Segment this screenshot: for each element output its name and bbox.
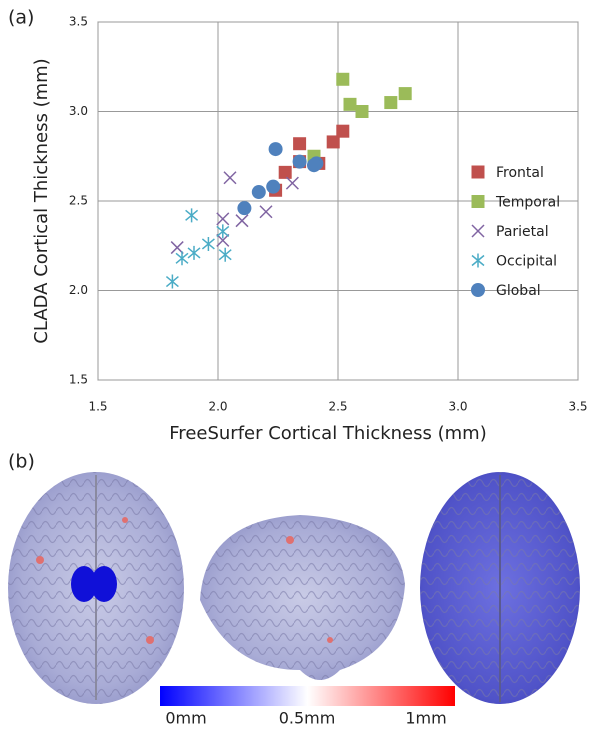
red-spot xyxy=(122,517,128,523)
legend-marker xyxy=(471,224,485,238)
legend-marker xyxy=(471,283,485,297)
y-tick-label: 1.5 xyxy=(69,373,88,387)
colorbar xyxy=(160,686,455,706)
point xyxy=(268,142,283,157)
point xyxy=(175,251,189,266)
legend-label: Global xyxy=(496,283,541,299)
y-tick-label: 2.0 xyxy=(69,283,88,297)
point xyxy=(165,274,179,289)
point xyxy=(336,72,350,86)
legend-marker xyxy=(471,195,485,208)
point xyxy=(170,241,184,255)
point xyxy=(292,154,307,169)
colorbar-label: 1mm xyxy=(405,709,446,728)
brain-views xyxy=(8,472,580,704)
blue-region xyxy=(91,566,117,602)
point xyxy=(187,245,201,260)
panel-label: (a) xyxy=(8,7,34,29)
point xyxy=(278,165,292,179)
point xyxy=(293,137,307,151)
point xyxy=(266,179,281,194)
point xyxy=(384,96,398,110)
red-spot xyxy=(327,637,333,643)
point xyxy=(343,97,357,111)
brain-texture xyxy=(200,515,405,680)
legend-label: Parietal xyxy=(496,224,549,240)
x-axis-title: FreeSurfer Cortical Thickness (mm) xyxy=(169,423,486,444)
panel-label: (b) xyxy=(8,451,35,473)
point xyxy=(185,208,199,223)
colorbar-label: 0.5mm xyxy=(279,709,336,728)
x-tick-label: 1.5 xyxy=(88,400,107,414)
point xyxy=(216,224,230,239)
red-spot xyxy=(36,556,44,564)
x-tick-label: 3.5 xyxy=(568,400,587,414)
y-axis-title: CLADA Cortical Thickness (mm) xyxy=(31,58,52,343)
legend-marker xyxy=(471,253,485,268)
x-tick-label: 2.5 xyxy=(328,400,347,414)
y-tick-label: 2.5 xyxy=(69,194,88,208)
colorbar-label: 0mm xyxy=(165,709,206,728)
legend-label: Frontal xyxy=(496,165,544,181)
point xyxy=(218,247,232,262)
point xyxy=(237,201,252,216)
legend-marker xyxy=(471,165,485,179)
x-tick-label: 2.0 xyxy=(208,400,227,414)
point xyxy=(326,135,340,149)
point xyxy=(307,158,321,173)
point xyxy=(216,233,230,247)
point xyxy=(355,105,369,118)
point xyxy=(336,124,350,138)
point xyxy=(201,236,215,251)
red-spot xyxy=(286,536,294,544)
y-tick-label: 3.0 xyxy=(69,104,88,118)
point xyxy=(216,212,230,226)
point xyxy=(223,171,237,185)
point xyxy=(398,87,412,101)
y-tick-label: 3.5 xyxy=(69,15,88,29)
x-tick-label: 3.0 xyxy=(448,400,467,414)
point xyxy=(251,185,266,200)
point xyxy=(235,214,249,228)
legend-label: Temporal xyxy=(495,195,560,211)
blue-region xyxy=(71,566,97,602)
red-spot xyxy=(146,636,154,644)
point xyxy=(285,176,299,190)
legend-label: Occipital xyxy=(496,254,557,270)
point xyxy=(259,205,273,219)
